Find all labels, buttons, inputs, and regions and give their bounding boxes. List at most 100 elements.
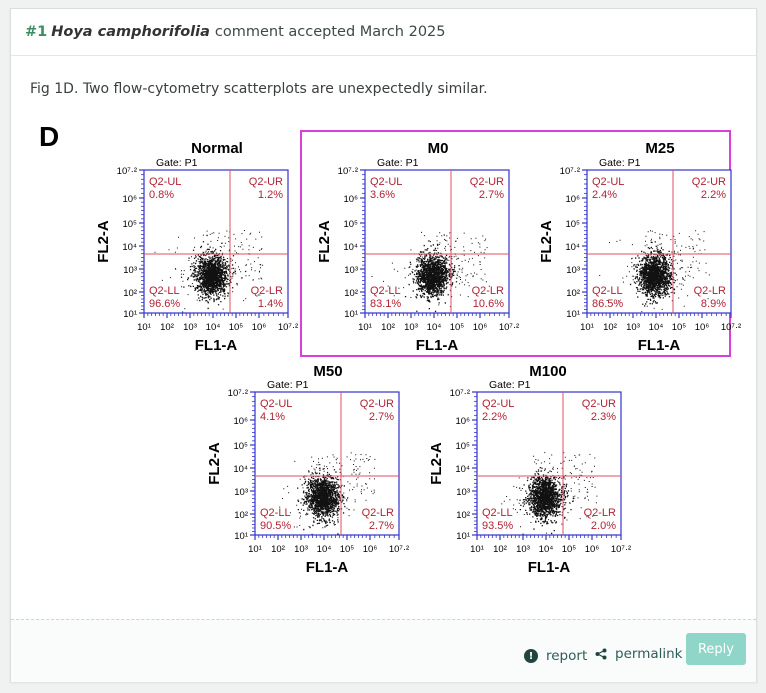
report-link[interactable]: ! report [524,648,587,664]
quadrant-ul-value: 4.1% [260,411,285,423]
quadrant-ul-name: Q2-UL [370,176,402,188]
quadrant-ll-name: Q2-LL [592,285,623,297]
y-axis-label: FL2-A [316,220,333,263]
y-tick-label: 10⁵ [455,441,470,452]
quadrant-ur-name: Q2-UR [249,176,283,188]
x-tick-label: 10⁷·² [499,322,519,333]
quadrant-lr-name: Q2-LR [251,285,283,297]
y-tick-label: 10⁶ [456,416,471,427]
x-tick-label: 10² [271,544,285,555]
gate-label: Gate: P1 [599,157,641,169]
x-tick-label: 10³ [183,322,197,333]
x-tick-label: 10³ [404,322,418,333]
y-tick-label: 10² [234,510,248,521]
scatter-points [599,230,710,313]
quadrant-ul-value: 2.4% [592,189,617,201]
y-tick-label: 10¹ [123,309,137,320]
x-tick-label: 10⁷·² [611,544,631,555]
plot-title: M0 [428,140,449,157]
y-tick-label: 10⁴ [565,242,580,253]
x-axis-label: FL1-A [638,337,681,354]
gate-label: Gate: P1 [377,157,419,169]
y-tick-label: 10³ [566,265,580,276]
x-tick-label: 10⁴ [317,544,332,555]
plot-title: Normal [191,140,243,157]
quadrant-ur-name: Q2-UR [360,398,394,410]
y-tick-label: 10² [123,288,137,299]
quadrant-ul-name: Q2-UL [149,176,181,188]
y-tick-label: 10¹ [566,309,580,320]
y-axis-label: FL2-A [428,442,445,485]
x-tick-label: 10³ [626,322,640,333]
quadrant-lr-value: 1.4% [258,298,283,310]
x-tick-label: 10⁶ [363,544,378,555]
comment-header: #1 Hoya camphorifolia comment accepted M… [11,9,756,56]
panel-letter: D [39,121,59,152]
quadrant-lr-value: 2.7% [369,520,394,532]
quadrant-ll-value: 90.5% [260,520,291,532]
y-tick-label: 10¹ [456,531,470,542]
quadrant-ll-name: Q2-LL [260,507,291,519]
comment-description: Fig 1D. Two flow-cytometry scatterplots … [30,81,488,97]
y-tick-label: 10² [456,510,470,521]
y-tick-label: 10⁴ [343,242,358,253]
x-tick-label: 10⁶ [252,322,267,333]
plot-frame [143,169,289,314]
scatter-points [279,452,376,535]
comment-number: #1 [25,24,48,40]
scatter-points [501,452,598,535]
quadrant-ur-value: 1.2% [258,189,283,201]
permalink-link[interactable]: permalink [595,646,683,662]
x-tick-label: 10¹ [137,322,151,333]
gate-label: Gate: P1 [156,157,198,169]
x-tick-label: 10⁵ [450,322,465,333]
x-tick-label: 10⁷·² [721,322,741,333]
x-tick-label: 10⁷·² [389,544,409,555]
y-axis-label: FL2-A [95,220,112,263]
quadrant-ur-name: Q2-UR [470,176,504,188]
x-tick-label: 10¹ [358,322,372,333]
x-tick-label: 10⁶ [695,322,710,333]
y-tick-label: 10⁴ [122,242,137,253]
quadrant-ll-name: Q2-LL [482,507,513,519]
y-tick-label: 10⁶ [123,194,138,205]
y-tick-label: 10⁶ [566,194,581,205]
y-tick-label: 10³ [456,487,470,498]
species-name: Hoya camphorifolia [51,24,210,40]
quadrant-ul-value: 0.8% [149,189,174,201]
y-tick-label: 10⁷·² [117,166,137,177]
y-tick-label: 10⁷·² [450,388,470,399]
quadrant-lr-name: Q2-LR [694,285,726,297]
y-tick-label: 10³ [234,487,248,498]
x-tick-label: 10⁵ [672,322,687,333]
plot-title: M25 [645,140,674,157]
y-tick-label: 10⁵ [233,441,248,452]
quadrant-ul-value: 2.2% [482,411,507,423]
x-tick-label: 10⁶ [585,544,600,555]
x-tick-label: 10⁴ [539,544,554,555]
x-axis-label: FL1-A [528,559,571,576]
plot-frame [476,391,622,536]
quadrant-ll-name: Q2-LL [370,285,401,297]
reply-button[interactable]: Reply [686,633,746,665]
x-axis-label: FL1-A [195,337,238,354]
y-tick-label: 10⁷·² [228,388,248,399]
quadrant-ll-value: 86.5% [592,298,623,310]
y-tick-label: 10⁶ [234,416,249,427]
y-tick-label: 10⁵ [343,219,358,230]
y-tick-label: 10² [566,288,580,299]
quadrant-ur-value: 2.3% [591,411,616,423]
y-axis-label: FL2-A [206,442,223,485]
y-tick-label: 10⁵ [122,219,137,230]
x-tick-label: 10¹ [580,322,594,333]
quadrant-lr-value: 2.0% [591,520,616,532]
quadrant-lr-value: 8.9% [701,298,726,310]
y-tick-label: 10⁴ [233,464,248,475]
x-tick-label: 10⁵ [562,544,577,555]
share-icon [595,648,607,660]
